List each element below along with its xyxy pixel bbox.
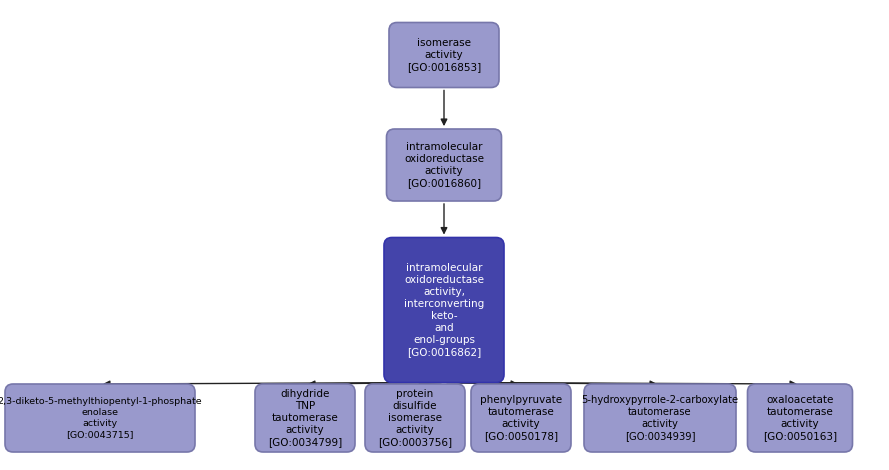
Text: dihydride
TNP
tautomerase
activity
[GO:0034799]: dihydride TNP tautomerase activity [GO:0… (268, 389, 342, 447)
FancyBboxPatch shape (387, 129, 501, 201)
Text: isomerase
activity
[GO:0016853]: isomerase activity [GO:0016853] (407, 38, 481, 72)
FancyBboxPatch shape (255, 384, 355, 452)
Text: intramolecular
oxidoreductase
activity
[GO:0016860]: intramolecular oxidoreductase activity [… (404, 142, 484, 188)
FancyBboxPatch shape (584, 384, 736, 452)
FancyBboxPatch shape (384, 237, 504, 383)
Text: protein
disulfide
isomerase
activity
[GO:0003756]: protein disulfide isomerase activity [GO… (378, 389, 453, 447)
Text: phenylpyruvate
tautomerase
activity
[GO:0050178]: phenylpyruvate tautomerase activity [GO:… (480, 395, 562, 441)
Text: intramolecular
oxidoreductase
activity,
interconverting
keto-
and
enol-groups
[G: intramolecular oxidoreductase activity, … (404, 263, 485, 357)
FancyBboxPatch shape (748, 384, 853, 452)
FancyBboxPatch shape (471, 384, 571, 452)
Text: oxaloacetate
tautomerase
activity
[GO:0050163]: oxaloacetate tautomerase activity [GO:00… (763, 395, 837, 441)
FancyBboxPatch shape (389, 23, 499, 87)
FancyBboxPatch shape (365, 384, 465, 452)
Text: 2,3-diketo-5-methylthiopentyl-1-phosphate
enolase
activity
[GO:0043715]: 2,3-diketo-5-methylthiopentyl-1-phosphat… (0, 397, 203, 439)
FancyBboxPatch shape (5, 384, 195, 452)
Text: 5-hydroxypyrrole-2-carboxylate
tautomerase
activity
[GO:0034939]: 5-hydroxypyrrole-2-carboxylate tautomera… (581, 395, 739, 441)
